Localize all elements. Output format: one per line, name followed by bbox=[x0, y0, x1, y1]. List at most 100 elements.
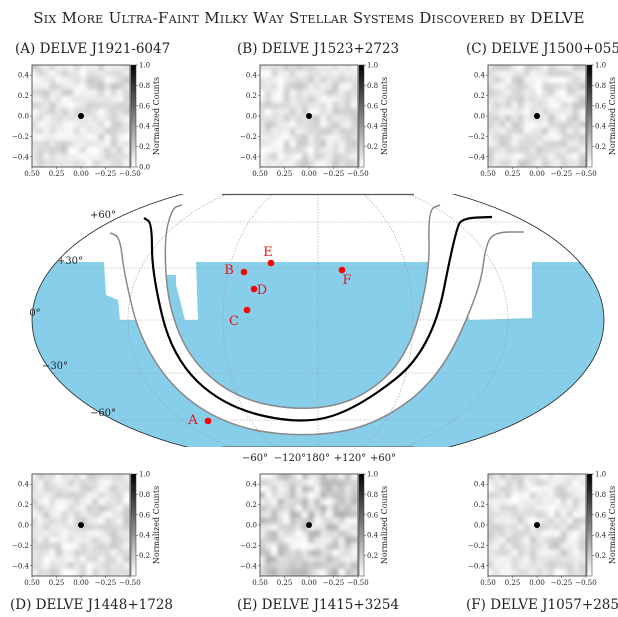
colorbar-label: Normalized Counts bbox=[608, 77, 617, 155]
colorbar-tick-label: 1.0 bbox=[367, 62, 378, 70]
x-tick-label: 0.00 bbox=[301, 579, 317, 587]
y-tick-label: 0.2 bbox=[18, 92, 29, 100]
x-tick-label: 0.00 bbox=[529, 170, 545, 178]
colorbar-label: Normalized Counts bbox=[608, 486, 617, 564]
colorbar-tick-label: 1.0 bbox=[595, 471, 606, 479]
y-tick-label: −0.4 bbox=[240, 562, 258, 570]
y-tick-label: −0.2 bbox=[468, 542, 485, 550]
footprint-gap bbox=[176, 262, 198, 320]
y-tick-label: −0.4 bbox=[12, 562, 30, 570]
peak-overdensity bbox=[306, 113, 312, 119]
y-tick-label: 0.0 bbox=[246, 522, 257, 530]
colorbar bbox=[130, 64, 137, 168]
colorbar-tick-label: 0.4 bbox=[595, 123, 607, 131]
latitude-tick-label: +30° bbox=[57, 256, 83, 267]
colorbar-tick-label: 0.6 bbox=[367, 102, 379, 110]
colorbar-tick-label: 0.2 bbox=[139, 552, 150, 560]
y-tick-label: 0.4 bbox=[18, 481, 30, 489]
y-tick-label: 0.4 bbox=[246, 481, 258, 489]
panel-label: (F) DELVE J1057+2852 bbox=[466, 597, 618, 613]
x-tick-label: −0.50 bbox=[347, 579, 368, 587]
system-marker-d bbox=[250, 285, 258, 293]
y-tick-label: 0.0 bbox=[474, 113, 485, 121]
peak-overdensity bbox=[78, 113, 84, 119]
x-tick-label: 0.25 bbox=[505, 170, 521, 178]
y-tick-label: 0.0 bbox=[246, 113, 257, 121]
colorbar bbox=[586, 64, 593, 168]
y-tick-label: 0.2 bbox=[246, 501, 257, 509]
y-tick-label: 0.0 bbox=[18, 113, 29, 121]
colorbar-tick-label: 0.4 bbox=[139, 123, 151, 131]
system-label: A bbox=[187, 413, 198, 428]
figure-title: Six More Ultra-Faint Milky Way Stellar S… bbox=[33, 9, 585, 27]
x-tick-label: −0.50 bbox=[575, 579, 596, 587]
system-label: B bbox=[224, 263, 234, 278]
system-label: C bbox=[229, 314, 239, 329]
x-tick-label: 0.25 bbox=[277, 579, 293, 587]
longitude-tick-label: +60° bbox=[370, 453, 396, 464]
density-image bbox=[260, 65, 358, 167]
density-image bbox=[32, 474, 130, 576]
longitude-tick-label: −60° bbox=[242, 453, 268, 464]
x-tick-label: 0.50 bbox=[252, 579, 268, 587]
colorbar-tick-label: 0.8 bbox=[595, 82, 606, 90]
colorbar-label: Normalized Counts bbox=[380, 486, 389, 564]
colorbar bbox=[358, 64, 365, 168]
colorbar-tick-label: 0.4 bbox=[595, 532, 607, 540]
x-tick-label: −0.25 bbox=[95, 170, 116, 178]
galactic-bound-inner bbox=[164, 204, 441, 409]
y-tick-label: −0.2 bbox=[240, 133, 257, 141]
density-image bbox=[32, 65, 130, 167]
panel-label: (A) DELVE J1921-6047 bbox=[15, 41, 170, 57]
x-tick-label: 0.00 bbox=[73, 170, 89, 178]
colorbar-tick-label: 0.8 bbox=[139, 82, 150, 90]
x-tick-label: 0.50 bbox=[480, 170, 496, 178]
map-boundary bbox=[31, 194, 605, 447]
colorbar-label: Normalized Counts bbox=[152, 486, 161, 564]
x-tick-label: 0.25 bbox=[277, 170, 293, 178]
cutout-panel-a: (A) DELVE J1921-6047 1.0 0.8 0.6 0.4 0.2 0.0 No… bbox=[12, 41, 170, 178]
peak-overdensity bbox=[534, 113, 540, 119]
cutout-panels: (A) DELVE J1921-6047 1.0 0.8 0.6 0.4 0.2 0.0 No… bbox=[10, 41, 618, 613]
longitude-tick-label: 180° bbox=[306, 453, 330, 464]
colorbar-tick-label: 0.8 bbox=[367, 82, 378, 90]
colorbar-tick-label: 0.2 bbox=[595, 552, 606, 560]
x-tick-label: 0.50 bbox=[24, 579, 40, 587]
colorbar-tick-label: 0.6 bbox=[595, 511, 607, 519]
x-tick-label: 0.50 bbox=[24, 170, 40, 178]
longitude-tick-label: −120° bbox=[274, 453, 306, 464]
colorbar-tick-label: 0.4 bbox=[367, 123, 379, 131]
x-tick-label: −0.25 bbox=[551, 170, 572, 178]
colorbar-tick-label: 0.6 bbox=[139, 102, 151, 110]
panel-label: (E) DELVE J1415+3254 bbox=[237, 597, 399, 613]
system-marker-b bbox=[240, 268, 248, 276]
colorbar-tick-label: 1.0 bbox=[367, 471, 378, 479]
x-tick-label: 0.25 bbox=[49, 579, 65, 587]
system-marker-a bbox=[204, 417, 212, 425]
x-tick-label: 0.00 bbox=[73, 579, 89, 587]
y-tick-label: −0.2 bbox=[240, 542, 257, 550]
meridian-gridline bbox=[127, 194, 509, 447]
colorbar-tick-label: 1.0 bbox=[139, 471, 150, 479]
colorbar-tick-label: 0.2 bbox=[367, 552, 378, 560]
meridian-gridline bbox=[222, 194, 414, 447]
system-marker-f bbox=[338, 266, 346, 274]
colorbar-tick-label: 0.4 bbox=[139, 532, 151, 540]
x-tick-label: 0.50 bbox=[480, 579, 496, 587]
system-marker-e bbox=[267, 259, 275, 267]
colorbar-tick-label: 1.0 bbox=[595, 62, 606, 70]
colorbar-tick-label: 0.2 bbox=[139, 143, 150, 151]
x-tick-label: −0.50 bbox=[347, 170, 368, 178]
panel-label: (B) DELVE J1523+2723 bbox=[237, 41, 399, 57]
latitude-tick-label: 0° bbox=[29, 308, 40, 319]
y-tick-label: −0.2 bbox=[468, 133, 485, 141]
longitude-tick-label: +120° bbox=[334, 453, 366, 464]
colorbar-tick-label: 0.0 bbox=[139, 164, 150, 172]
